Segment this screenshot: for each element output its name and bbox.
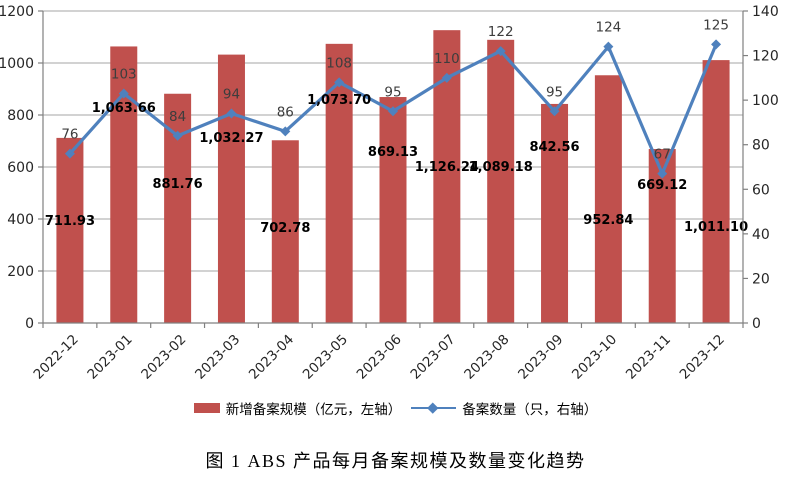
left-axis-tick-label: 600 (7, 160, 34, 176)
bar-value-label: 1,073.70 (307, 93, 371, 108)
line-value-label: 67 (654, 147, 671, 163)
line-marker-2023-05 (334, 77, 345, 88)
right-axis-tick-label: 0 (752, 316, 761, 332)
bar-value-label: 842.56 (529, 140, 579, 155)
chart-legend: 新增备案规模（亿元，左轴） 备案数量（只，右轴） (0, 398, 791, 418)
legend-item-bar-series: 新增备案规模（亿元，左轴） (193, 398, 402, 418)
bar-2023-01 (110, 46, 138, 324)
bar-value-label: 702.78 (260, 221, 310, 236)
x-axis-label: 2023-02 (138, 332, 189, 383)
line-value-label: 76 (61, 127, 78, 143)
bar-2023-09 (541, 103, 569, 323)
left-axis-tick-label: 200 (7, 264, 34, 280)
left-axis-tick-label: 400 (7, 212, 34, 228)
line-marker-2023-09 (549, 106, 560, 117)
line-value-label: 94 (223, 87, 240, 103)
x-axis-label: 2023-01 (84, 332, 135, 383)
right-axis-tick-label: 140 (752, 4, 779, 20)
bar-2023-08 (487, 39, 515, 323)
legend-label-line-series: 备案数量（只，右轴） (462, 402, 598, 417)
left-axis-tick-label: 0 (25, 316, 34, 332)
bar-2023-12 (702, 60, 730, 323)
x-axis-label: 2023-12 (677, 332, 728, 383)
bar-value-label: 952.84 (583, 213, 633, 228)
x-axis-label: 2023-04 (246, 332, 297, 383)
bar-value-label: 1,126.24 (415, 160, 479, 175)
right-axis-tick-label: 40 (752, 227, 770, 243)
x-axis-label: 2023-11 (623, 332, 674, 383)
right-axis-tick-label: 80 (752, 138, 770, 154)
line-value-label: 124 (595, 20, 621, 36)
x-axis-label: 2023-08 (461, 332, 512, 383)
legend-label-bar-series: 新增备案规模（亿元，左轴） (225, 402, 402, 417)
line-value-label: 125 (703, 17, 729, 33)
bar-2023-06 (379, 97, 407, 323)
line-value-label: 108 (326, 55, 352, 71)
line-marker-2023-10 (603, 41, 614, 52)
line-value-label: 95 (546, 84, 563, 100)
x-axis-label: 2023-09 (515, 332, 566, 383)
line-value-label: 103 (111, 66, 137, 82)
left-axis-tick-label: 1200 (0, 4, 34, 20)
right-axis-tick-label: 20 (752, 271, 770, 287)
bar-2023-10 (594, 75, 622, 323)
line-marker-2023-06 (388, 106, 398, 117)
x-axis-label: 2023-03 (192, 332, 243, 383)
bar-value-label: 669.12 (637, 178, 687, 193)
line-value-label: 110 (434, 51, 460, 67)
x-axis-label: 2022-12 (31, 332, 82, 383)
bar-2023-04 (271, 140, 299, 323)
line-value-label: 95 (384, 84, 401, 100)
x-axis-label: 2023-10 (569, 332, 620, 383)
bar-value-label: 1,063.66 (92, 101, 156, 116)
legend-item-line-series: 备案数量（只，右轴） (411, 398, 597, 418)
chart-canvas: 711.93 1,063.66 881.76 1,032.27 702.78 1,073.… (0, 4, 779, 383)
line-value-label: 86 (277, 104, 294, 120)
line-series-swatch-icon (411, 402, 457, 413)
figure-caption: 图 1 ABS 产品每月备案规模及数量变化趋势 (205, 451, 586, 471)
bar-series-swatch-icon (193, 403, 220, 413)
bar-value-label: 869.13 (368, 145, 418, 160)
line-marker-2023-12 (711, 39, 722, 50)
bar-value-label: 1,089.18 (469, 160, 533, 175)
line-marker-2023-07 (441, 72, 452, 83)
right-axis-tick-label: 120 (752, 49, 779, 65)
x-axis-label: 2023-05 (300, 332, 351, 383)
line-marker-2023-11 (657, 168, 668, 179)
line-value-label: 84 (169, 109, 186, 125)
bar-value-label: 881.76 (153, 177, 203, 192)
bar-2023-03 (217, 54, 245, 323)
line-marker-2023-04 (280, 126, 291, 137)
bar-value-label: 1,011.10 (684, 220, 748, 235)
right-axis-tick-label: 60 (752, 182, 770, 198)
x-axis-label: 2023-06 (354, 332, 405, 383)
left-axis-tick-label: 1000 (0, 56, 34, 72)
bar-value-label: 1,032.27 (199, 131, 263, 146)
bar-value-label: 711.93 (45, 214, 95, 229)
line-marker-2023-01 (118, 88, 129, 99)
line-marker-2023-08 (495, 46, 506, 57)
line-marker-2023-02 (172, 130, 183, 141)
x-axis-label: 2023-07 (407, 332, 458, 383)
line-marker-2022-12 (64, 148, 75, 159)
left-axis-tick-label: 800 (7, 108, 34, 124)
right-axis-tick-label: 100 (752, 93, 779, 109)
line-swatch-diamond-icon (427, 402, 439, 413)
line-value-label: 122 (488, 24, 514, 40)
line-marker-2023-03 (226, 108, 237, 119)
bar-2022-12 (56, 137, 84, 323)
